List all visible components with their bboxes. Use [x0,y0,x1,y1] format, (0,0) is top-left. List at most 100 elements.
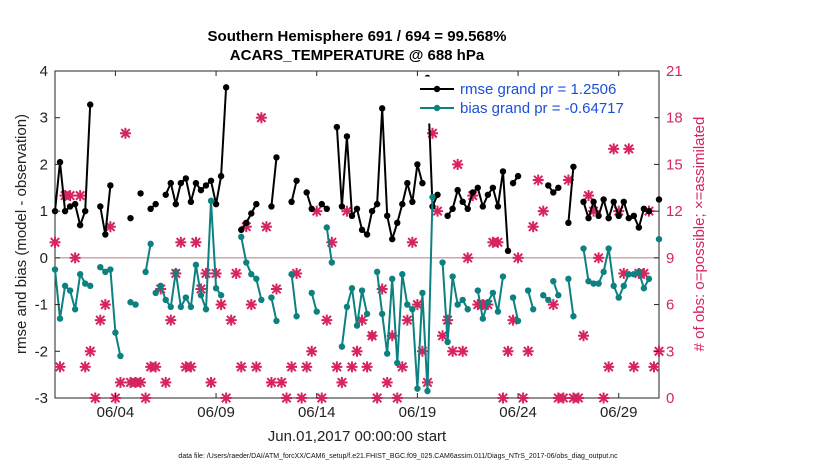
rmse-point [268,203,275,210]
bias-point [484,299,492,306]
obs-assimilated-marker [265,376,277,388]
obs-assimilated-marker [623,143,635,155]
obs-assimilated-marker [316,392,328,404]
obs-marker-layer [49,112,665,404]
bias-point [414,385,421,392]
obs-assimilated-marker [336,376,348,388]
rmse-point [358,226,366,234]
bias-point [243,259,250,266]
rmse-point [127,214,134,222]
bias-point [127,299,134,306]
bias-series-line [567,278,575,317]
obs-assimilated-marker [331,361,343,373]
y-right-tick-label: 0 [666,390,674,407]
rmse-point [615,212,622,220]
bias-point [373,268,381,276]
y-tick-label: 3 [40,110,48,127]
obs-assimilated-marker [79,361,91,373]
bias-point [419,289,426,297]
bias-series-line [325,227,333,263]
bias-point [630,271,638,278]
rmse-point [368,207,376,215]
obs-assimilated-marker [200,267,212,279]
rmse-point [192,179,200,187]
bias-point [348,285,356,292]
rmse-point [454,186,461,194]
obs-assimilated-marker [452,158,464,170]
obs-assimilated-marker [140,392,152,404]
rmse-point [635,224,643,231]
obs-assimilated-marker [517,392,529,404]
obs-assimilated-marker [537,205,549,217]
rmse-series-line [270,157,278,207]
y-axis-label: rmse and bias (model - observation) [13,114,30,354]
obs-assimilated-marker [205,376,217,388]
bias-point [610,282,617,290]
obs-assimilated-marker [306,345,318,357]
bias-point [152,289,159,297]
obs-assimilated-marker [94,314,106,326]
series-layer [51,74,663,395]
bias-series-line [376,197,434,392]
legend: rmse grand pr = 1.2506 bias grand pr = -… [413,76,655,124]
bias-point [580,245,587,252]
bias-point [328,259,336,266]
rmse-point [640,205,648,213]
obs-assimilated-marker [391,392,403,404]
bias-point [474,287,481,294]
bias-point [238,233,245,241]
chart-subtitle: ACARS_TEMPERATURE @ 688 hPa [230,47,485,64]
rmse-point [343,133,351,140]
bias-point [389,275,396,283]
x-axis-label: Jun.01,2017 00:00:00 start [268,428,447,445]
bias-point [97,264,104,271]
y-tick-label: 4 [40,63,48,80]
obs-assimilated-marker [119,127,131,139]
obs-assimilated-marker [281,392,293,404]
obs-assimilated-marker [457,345,469,357]
rmse-point [76,221,84,229]
bias-point [102,268,109,276]
bias-point [71,306,79,313]
bias-point [625,271,632,278]
bias-point [338,343,346,350]
obs-assimilated-marker [522,345,534,357]
obs-assimilated-marker [245,299,257,311]
rmse-point [323,205,330,213]
obs-assimilated-marker [648,361,660,373]
bias-point [479,315,487,322]
bias-point [499,273,507,280]
obs-assimilated-marker [69,252,81,264]
obs-assimilated-marker [54,361,66,373]
rmse-point [384,212,391,220]
x-tick-label: 06/19 [399,404,437,421]
obs-assimilated-marker [114,376,126,388]
rmse-point [474,184,481,191]
obs-assimilated-marker [578,330,589,342]
bias-point [268,294,275,301]
obs-assimilated-marker [150,361,162,373]
bias-point [444,338,451,346]
bias-series-line [512,297,520,322]
rmse-point [600,196,607,203]
rmse-point [580,198,587,205]
obs-assimilated-marker [557,392,569,404]
legend-label-bias: bias grand pr = -0.64717 [460,100,624,117]
obs-assimilated-marker [235,361,247,373]
chart-title: Southern Hemisphere 691 / 694 = 99.568% [208,28,507,45]
bias-point [449,273,456,280]
bias-point [509,294,517,301]
rmse-point [177,179,185,187]
bias-point [192,261,200,269]
y-tick-label: -3 [35,390,48,407]
y-tick-label: 1 [40,203,48,220]
rmse-point [212,200,220,208]
y-right-tick-label: 15 [666,156,683,173]
rmse-point [645,207,653,215]
rmse-series-line [335,107,424,241]
rmse-point [469,189,476,196]
bias-series-line [144,243,152,273]
rmse-point [66,203,74,210]
